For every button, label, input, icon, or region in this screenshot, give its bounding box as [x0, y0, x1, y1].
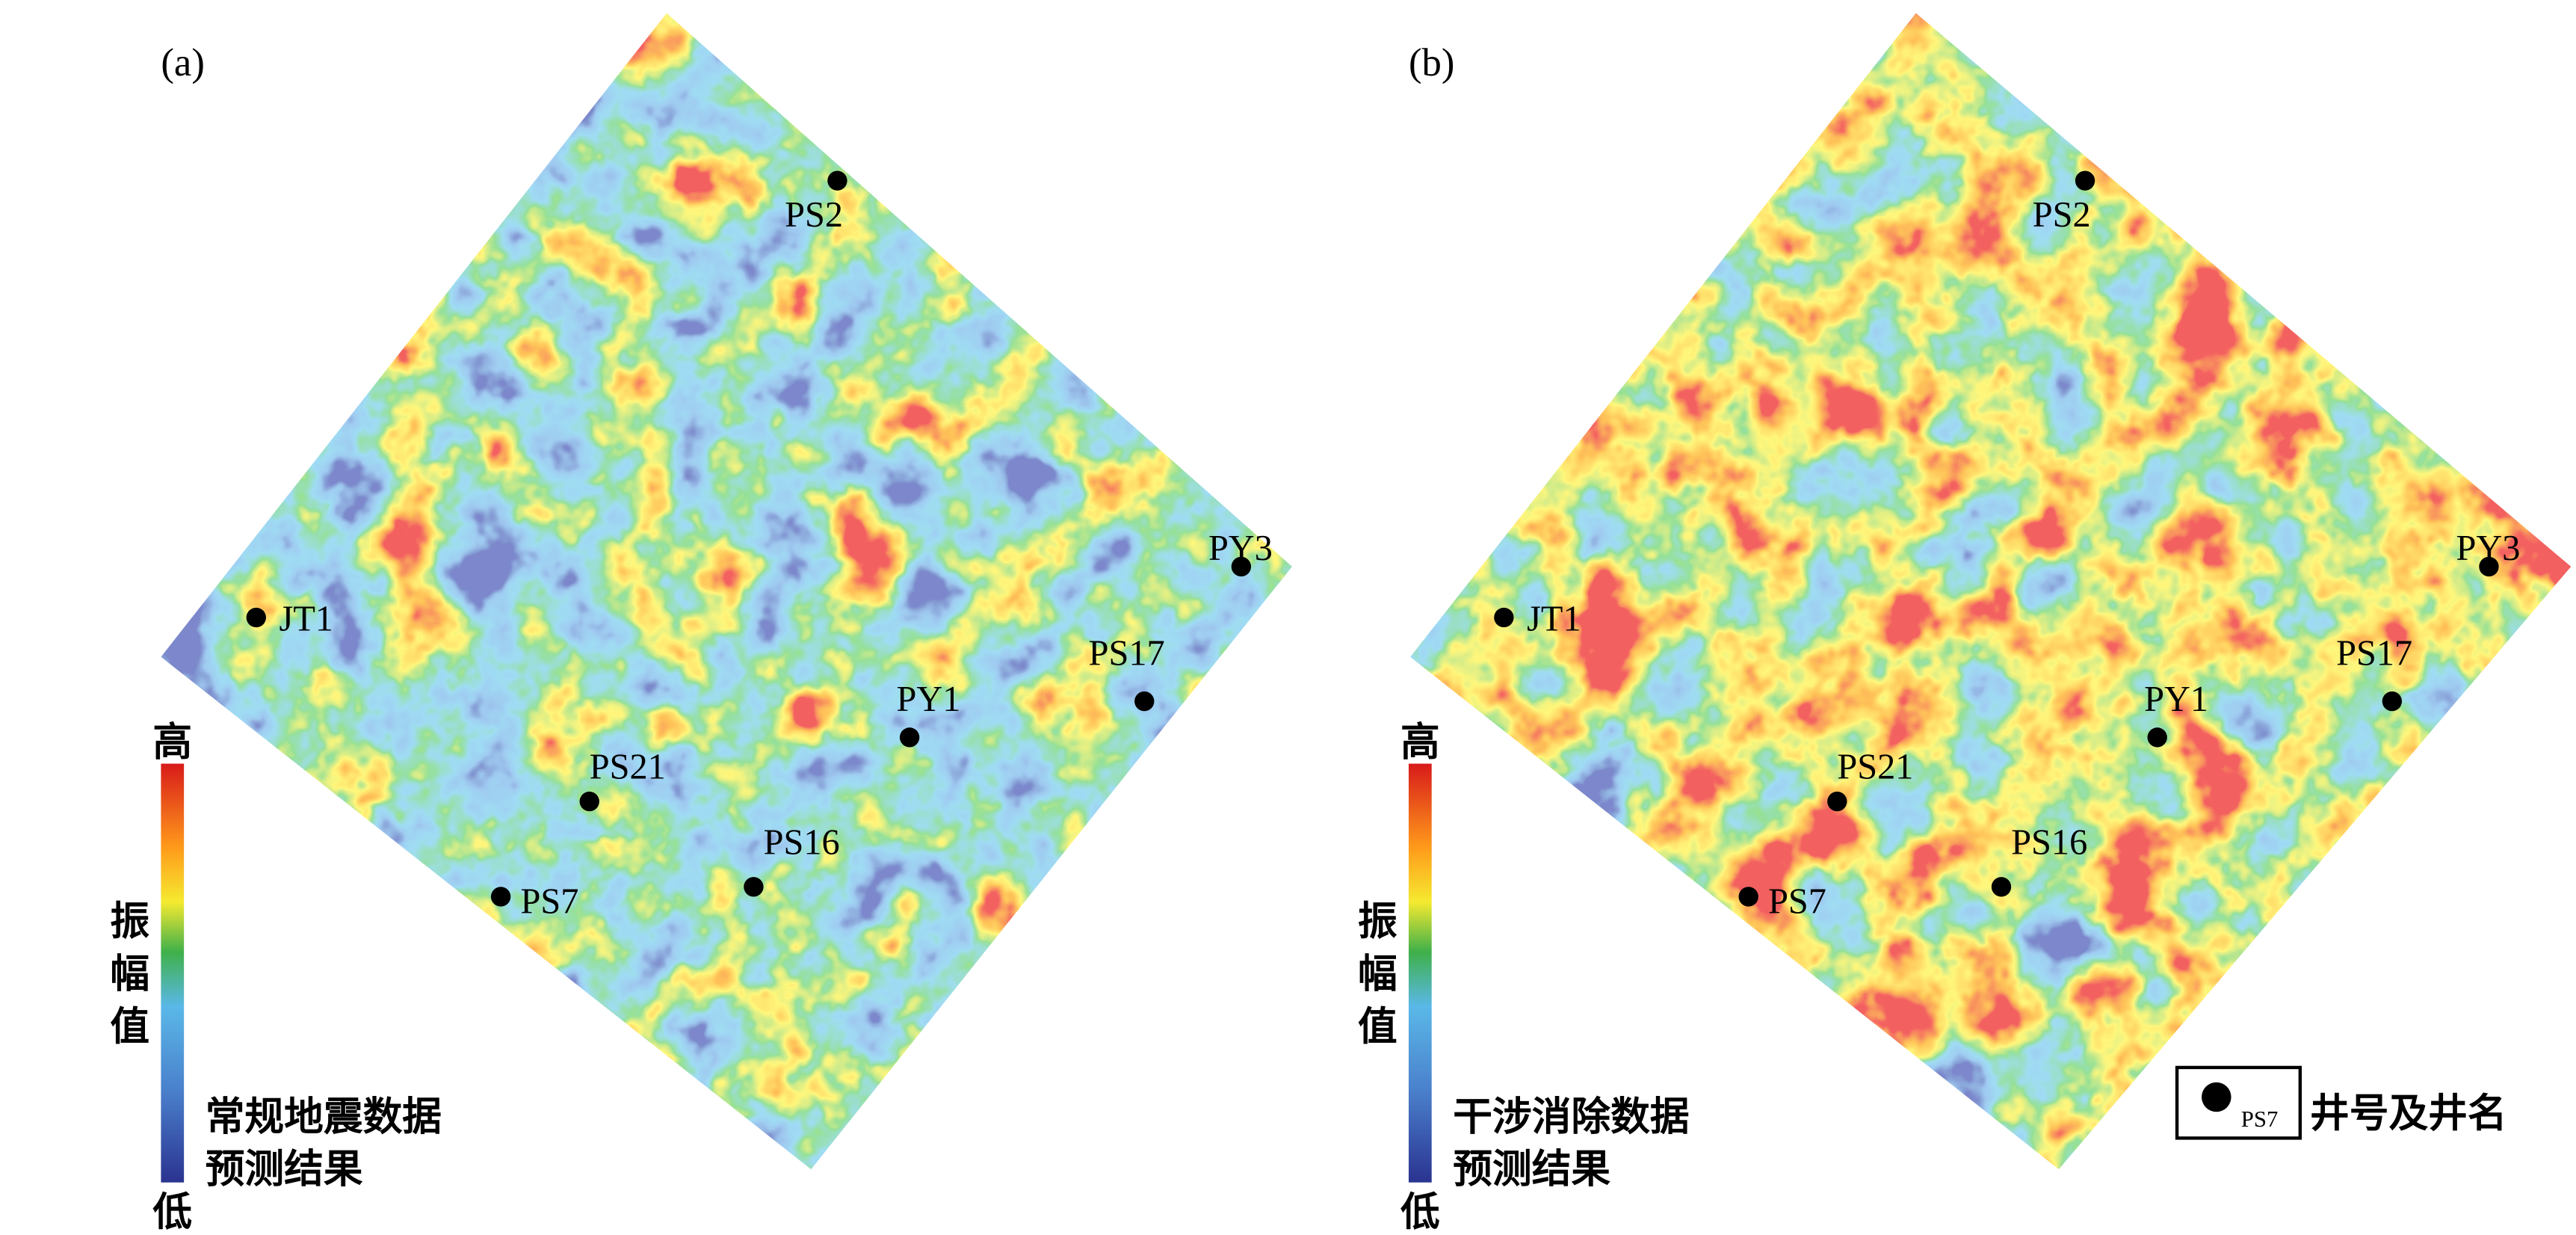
colorbar — [161, 763, 185, 1183]
well-name: PY1 — [897, 680, 961, 719]
well-name: PS16 — [2011, 822, 2087, 862]
well-name: PY3 — [1208, 529, 1273, 568]
well-marker — [744, 877, 764, 897]
colorbar — [1408, 763, 1432, 1183]
colorbar-low: 低 — [1400, 1189, 1440, 1235]
legend-text: 井号及井名 — [2310, 1091, 2507, 1136]
well-marker — [827, 170, 847, 191]
well-marker — [490, 887, 511, 907]
well-marker — [1134, 691, 1155, 712]
well-name: PS7 — [520, 881, 578, 921]
well-marker — [246, 607, 266, 628]
colorbar-low: 低 — [152, 1189, 192, 1235]
well-marker — [579, 791, 599, 812]
map-texture — [1410, 13, 2572, 1170]
well-name: PS2 — [2033, 195, 2091, 235]
well-marker — [2075, 170, 2095, 191]
well-marker — [2479, 556, 2499, 577]
colorbar-title: 振幅值 — [1351, 900, 1397, 1058]
well-marker — [899, 727, 920, 748]
well-name: PS2 — [785, 195, 843, 235]
well-marker — [1991, 877, 2012, 897]
well-marker — [2147, 727, 2167, 748]
map-texture — [161, 13, 1292, 1170]
well-name: PS7 — [1768, 881, 1826, 921]
colorbar-high: 高 — [152, 720, 192, 766]
legend-box — [2175, 1065, 2302, 1140]
panel-label: (b) — [1409, 41, 1454, 84]
colorbar-high: 高 — [1400, 720, 1440, 766]
well-name: PS21 — [1837, 747, 1913, 786]
panel-label: (a) — [161, 41, 205, 84]
map-caption: 预测结果 — [1453, 1147, 1610, 1192]
well-marker — [1231, 556, 1252, 577]
well-marker — [1827, 791, 1847, 812]
well-marker — [1494, 607, 1514, 628]
map-caption: 常规地震数据 — [206, 1094, 442, 1139]
well-name: PY1 — [2144, 680, 2208, 719]
well-marker — [2382, 691, 2403, 712]
amplitude-map — [161, 13, 1292, 1170]
well-name: JT1 — [1527, 600, 1581, 639]
well-name: PS17 — [1089, 634, 1165, 674]
well-name: PS17 — [2336, 634, 2412, 674]
well-name: PS21 — [590, 747, 666, 786]
amplitude-map — [1410, 13, 2572, 1170]
well-name: PS16 — [764, 822, 840, 862]
map-caption: 预测结果 — [206, 1147, 363, 1192]
well-name: PY3 — [2456, 529, 2521, 568]
colorbar-title: 振幅值 — [104, 900, 149, 1058]
legend-symbol-label: PS7 — [2241, 1106, 2279, 1132]
well-name: JT1 — [279, 600, 333, 639]
map-caption: 干涉消除数据 — [1453, 1094, 1689, 1139]
legend-symbol — [2202, 1082, 2231, 1112]
well-marker — [1738, 887, 1758, 907]
